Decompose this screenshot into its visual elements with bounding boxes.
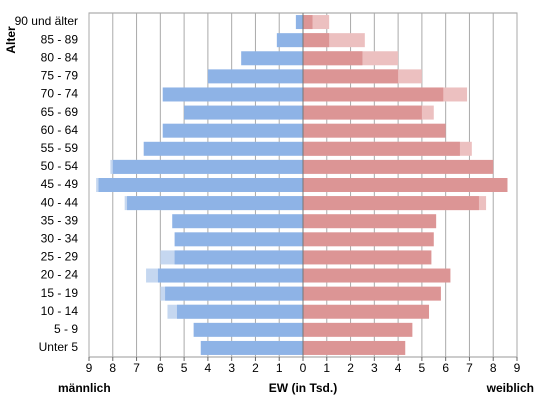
x-tick-label: 1 <box>323 361 330 375</box>
y-tick-label: 35 - 39 <box>41 213 79 227</box>
bar <box>303 304 430 319</box>
x-tick-label: 4 <box>205 361 212 375</box>
bar <box>184 105 303 120</box>
bar <box>303 232 434 247</box>
y-tick-label: 15 - 19 <box>41 286 79 300</box>
y-tick-label: 90 und älter <box>15 14 78 28</box>
x-tick-label: 7 <box>466 361 473 375</box>
bar <box>303 286 441 301</box>
y-tick-label: Unter 5 <box>39 340 79 354</box>
y-tick-label: 30 - 34 <box>41 231 79 245</box>
bar <box>303 87 444 102</box>
right-side-label: weiblich <box>486 381 534 395</box>
x-tick-label: 8 <box>109 361 116 375</box>
bar <box>172 214 303 229</box>
bar <box>303 51 363 66</box>
y-tick-label: 50 - 54 <box>41 159 79 173</box>
bar <box>303 159 494 174</box>
y-tick-label: 70 - 74 <box>41 87 79 101</box>
x-tick-label: 7 <box>133 361 140 375</box>
x-tick-label: 3 <box>371 361 378 375</box>
bar <box>174 250 303 265</box>
x-tick-label: 6 <box>442 361 449 375</box>
y-tick-label: 60 - 64 <box>41 123 79 137</box>
bar <box>127 196 304 211</box>
bar <box>174 232 303 247</box>
bar <box>157 268 303 283</box>
y-tick-label: 10 - 14 <box>41 304 79 318</box>
bar <box>303 15 313 30</box>
y-tick-label: 40 - 44 <box>41 195 79 209</box>
bar <box>98 178 303 192</box>
bar <box>143 141 303 156</box>
bar <box>303 268 451 283</box>
x-tick-label: 9 <box>514 361 521 375</box>
y-tick-label: 45 - 49 <box>41 177 79 191</box>
bar <box>303 123 446 138</box>
bar <box>303 214 437 229</box>
bar <box>162 123 303 138</box>
x-tick-label: 8 <box>490 361 497 375</box>
y-tick-label: 20 - 24 <box>41 268 79 282</box>
bar <box>207 69 303 84</box>
x-tick-label: 4 <box>395 361 402 375</box>
y-tick-label: 75 - 79 <box>41 69 79 83</box>
x-tick-label: 2 <box>252 361 259 375</box>
bar <box>295 15 303 30</box>
bar <box>303 322 413 337</box>
bar <box>200 340 303 355</box>
x-tick-label: 5 <box>419 361 426 375</box>
y-tick-label: 25 - 29 <box>41 250 79 264</box>
x-tick-label: 2 <box>347 361 354 375</box>
x-tick-label: 1 <box>276 361 283 375</box>
bar <box>112 159 304 174</box>
bar <box>241 51 303 66</box>
left-side-label: männlich <box>58 381 111 395</box>
x-axis-label: EW (in Tsd.) <box>269 381 337 395</box>
y-tick-label: 65 - 69 <box>41 105 79 119</box>
bar <box>165 286 303 301</box>
y-axis-label: Alter <box>4 26 18 54</box>
bar <box>276 33 303 48</box>
bar <box>176 304 303 319</box>
y-tick-label: 5 - 9 <box>54 322 78 336</box>
x-tick-label: 6 <box>157 361 164 375</box>
y-tick-label: 85 - 89 <box>41 32 79 46</box>
bar <box>303 69 399 84</box>
x-tick-label: 5 <box>181 361 188 375</box>
bar <box>303 141 460 156</box>
bar <box>193 322 303 337</box>
bar <box>162 87 303 102</box>
bar <box>303 33 330 48</box>
bar <box>303 250 432 265</box>
bar <box>303 340 406 355</box>
bar <box>303 178 508 192</box>
y-tick-label: 80 - 84 <box>41 50 79 64</box>
x-tick-label: 0 <box>300 361 307 375</box>
bar <box>303 196 479 211</box>
bar <box>303 105 422 120</box>
x-tick-label: 3 <box>228 361 235 375</box>
y-tick-label: 55 - 59 <box>41 141 79 155</box>
x-tick-label: 9 <box>86 361 93 375</box>
